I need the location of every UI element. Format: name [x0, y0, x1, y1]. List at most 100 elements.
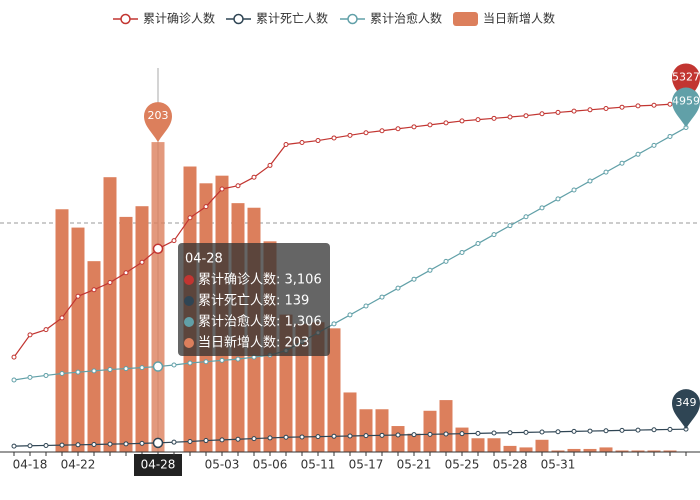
line-marker: [11, 354, 17, 360]
mark-label: 4959: [672, 95, 700, 108]
line-marker: [43, 327, 49, 333]
axis-pointer-label: 04-28: [141, 458, 176, 472]
line-marker: [152, 437, 164, 449]
tooltip-dot: [184, 317, 194, 327]
line-marker: [523, 429, 529, 435]
x-tick-label: 05-03: [205, 458, 240, 472]
line-marker: [203, 204, 209, 210]
line-marker: [555, 109, 561, 115]
legend-swatch: [453, 12, 478, 26]
line-marker: [267, 162, 273, 168]
bar: [343, 392, 357, 452]
line-marker: [443, 431, 449, 437]
x-tick-label: 04-22: [61, 458, 96, 472]
line-marker: [507, 430, 513, 436]
line-marker: [187, 215, 193, 221]
legend-label: 累计死亡人数: [256, 11, 328, 26]
line-marker: [411, 432, 417, 438]
line-marker: [395, 432, 401, 438]
line-marker: [555, 429, 561, 435]
line-marker: [379, 432, 385, 438]
line-marker: [459, 431, 465, 437]
line-marker: [363, 130, 369, 136]
bar: [135, 206, 149, 452]
legend-item: 累计确诊人数: [113, 11, 215, 26]
line-marker: [75, 293, 81, 299]
line-marker: [571, 428, 577, 434]
line-marker: [651, 427, 657, 433]
line-marker: [347, 312, 353, 318]
line-marker: [587, 107, 593, 113]
line-marker: [267, 435, 273, 441]
line-marker: [299, 434, 305, 440]
line-marker: [539, 429, 545, 435]
legend-label: 当日新增人数: [483, 11, 555, 26]
line-marker: [187, 360, 193, 366]
line-marker: [363, 433, 369, 439]
line-marker: [555, 196, 561, 202]
line-marker: [443, 120, 449, 126]
line-marker: [427, 267, 433, 273]
line-marker: [251, 174, 257, 180]
line-marker: [123, 366, 129, 372]
legend-label: 累计确诊人数: [143, 11, 215, 26]
tooltip-row: 当日新增人数: 203: [198, 335, 309, 351]
line-marker: [651, 142, 657, 148]
mark-point: 203: [144, 102, 172, 143]
bar: [615, 450, 629, 452]
line-marker: [347, 433, 353, 439]
line-marker: [619, 427, 625, 433]
line-marker: [619, 104, 625, 110]
line-marker: [315, 434, 321, 440]
line-marker: [219, 357, 225, 363]
bar: [519, 447, 533, 452]
legend-item: 累计死亡人数: [226, 11, 328, 26]
line-marker: [523, 214, 529, 220]
line-marker: [203, 438, 209, 444]
line-marker: [491, 430, 497, 436]
line-marker: [331, 135, 337, 141]
bar: [631, 450, 645, 452]
bar: [471, 438, 485, 452]
line-marker: [587, 428, 593, 434]
tooltip-dot: [184, 296, 194, 306]
tooltip-row: 累计死亡人数: 139: [198, 294, 309, 309]
line-marker: [523, 113, 529, 119]
line-marker: [635, 427, 641, 433]
bar: [583, 448, 597, 452]
line-marker: [91, 287, 97, 293]
line-marker: [363, 303, 369, 309]
x-tick-label: 05-17: [349, 458, 384, 472]
line-marker: [152, 361, 164, 372]
line-marker: [491, 115, 497, 121]
bar: [487, 438, 501, 452]
line-marker: [331, 321, 337, 327]
line-marker: [379, 294, 385, 300]
bar: [599, 447, 613, 452]
mark-pin: [672, 389, 700, 430]
line-marker: [123, 270, 129, 276]
line-marker: [459, 118, 465, 124]
line-marker: [411, 124, 417, 130]
x-tick-label: 05-25: [445, 458, 480, 472]
line-marker: [667, 426, 673, 432]
line-marker: [251, 436, 257, 442]
bar: [439, 400, 453, 452]
line-marker: [235, 183, 241, 189]
tooltip-row: 累计确诊人数: 3,106: [198, 273, 322, 288]
line-marker: [635, 151, 641, 157]
line-marker: [315, 138, 321, 144]
tooltip-dot: [184, 338, 194, 348]
line-marker: [635, 103, 641, 109]
bar: [423, 410, 437, 452]
bar: [87, 261, 101, 452]
x-tick-label: 05-11: [301, 458, 336, 472]
bar: [391, 426, 405, 452]
line-marker: [475, 430, 481, 436]
line-marker: [651, 102, 657, 108]
legend-marker: [120, 13, 131, 25]
line-marker: [283, 434, 289, 440]
line-marker: [171, 439, 177, 445]
line-marker: [235, 436, 241, 442]
line-marker: [27, 332, 33, 338]
